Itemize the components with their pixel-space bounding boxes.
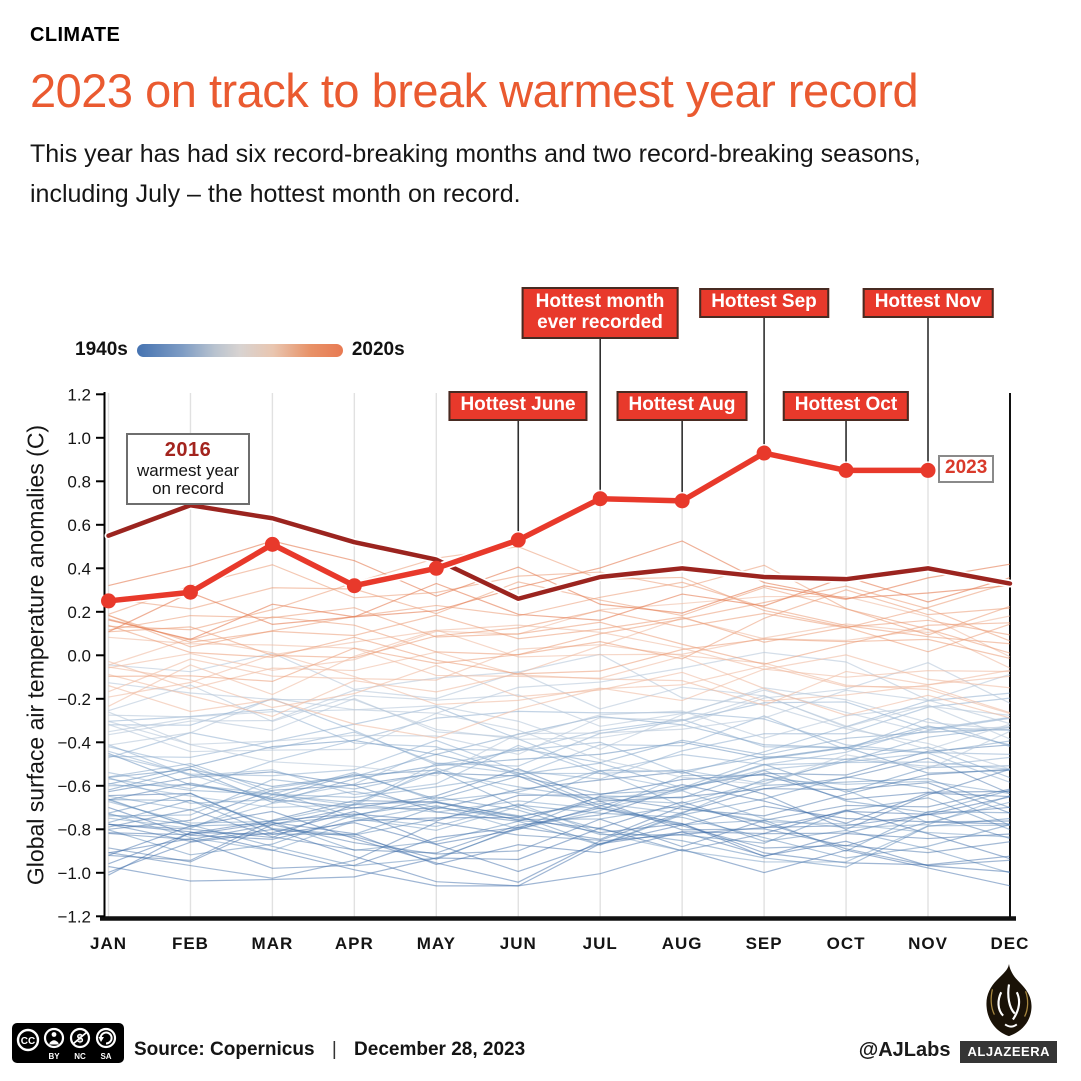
svg-text:SEP: SEP	[746, 934, 783, 953]
page-subtitle: This year has had six record-breaking mo…	[30, 140, 921, 208]
svg-text:MAY: MAY	[417, 934, 456, 953]
annotation-hottest-month-ever: Hottest month ever recorded	[521, 287, 679, 339]
svg-text:−0.6: −0.6	[57, 777, 91, 796]
svg-text:−0.4: −0.4	[57, 733, 91, 752]
svg-text:−0.2: −0.2	[57, 690, 91, 709]
svg-text:0.0: 0.0	[67, 646, 91, 665]
svg-text:MAR: MAR	[252, 934, 294, 953]
legend-end-label: 2020s	[351, 339, 405, 360]
header: CLIMATE 2023 on track to break warmest y…	[30, 24, 1050, 214]
svg-text:FEB: FEB	[172, 934, 209, 953]
svg-text:NC: NC	[74, 1052, 86, 1061]
footer-left: CC BY $ NC SA Source: Copernicus | Decem…	[12, 1023, 525, 1063]
svg-text:−1.2: −1.2	[57, 907, 91, 926]
annotation-hottest-oct: Hottest Oct	[782, 391, 910, 421]
svg-text:0.8: 0.8	[67, 472, 91, 491]
svg-text:JAN: JAN	[90, 934, 127, 953]
page-title: 2023 on track to break warmest year reco…	[30, 64, 919, 117]
svg-text:0.4: 0.4	[67, 559, 91, 578]
svg-text:−1.0: −1.0	[57, 864, 91, 883]
ajlabs-credit: @AJLabs	[858, 1039, 951, 1061]
svg-text:0.6: 0.6	[67, 516, 91, 535]
annotation-hottest-nov: Hottest Nov	[862, 288, 994, 318]
footer-right: @AJLabs ALJAZEERA	[859, 963, 1057, 1063]
publish-date: December 28, 2023	[354, 1039, 526, 1060]
source-line: Source: Copernicus | December 28, 2023	[134, 1025, 525, 1061]
annotation-hottest-sep: Hottest Sep	[699, 288, 829, 318]
svg-text:1.0: 1.0	[67, 429, 91, 448]
aljazeera-wordmark-badge: ALJAZEERA	[960, 1041, 1057, 1063]
y-axis-label: Global surface air temperature anomalies…	[22, 424, 49, 886]
svg-text:AUG: AUG	[662, 934, 703, 953]
svg-text:APR: APR	[335, 934, 374, 953]
section-kicker: CLIMATE	[30, 24, 121, 46]
svg-text:−0.8: −0.8	[57, 820, 91, 839]
svg-text:BY: BY	[48, 1052, 60, 1061]
callout-2016-warmest-year: 2016 warmest year on record	[126, 433, 250, 505]
svg-text:JUL: JUL	[583, 934, 618, 953]
brand-column: ALJAZEERA	[960, 963, 1057, 1063]
annotation-hottest-june: Hottest June	[448, 391, 588, 421]
decade-gradient-bar	[136, 343, 343, 357]
source-label: Source: Copernicus	[134, 1039, 315, 1060]
svg-text:NOV: NOV	[908, 934, 948, 953]
svg-text:JUN: JUN	[500, 934, 537, 953]
svg-text:DEC: DEC	[990, 934, 1029, 953]
source-separator: |	[331, 1039, 337, 1060]
svg-text:1.2: 1.2	[67, 385, 91, 404]
svg-text:CC: CC	[21, 1036, 35, 1047]
svg-text:OCT: OCT	[827, 934, 866, 953]
svg-text:SA: SA	[100, 1052, 111, 1061]
svg-text:0.2: 0.2	[67, 603, 91, 622]
annotation-hottest-aug: Hottest Aug	[616, 391, 748, 421]
cc-by-nc-sa-license-icon: CC BY $ NC SA	[12, 1023, 124, 1063]
series-tag-2023: 2023	[938, 455, 995, 483]
decade-legend: 1940s 2020s	[75, 339, 405, 361]
legend-start-label: 1940s	[75, 339, 128, 360]
aljazeera-flame-logo-icon	[986, 963, 1032, 1037]
